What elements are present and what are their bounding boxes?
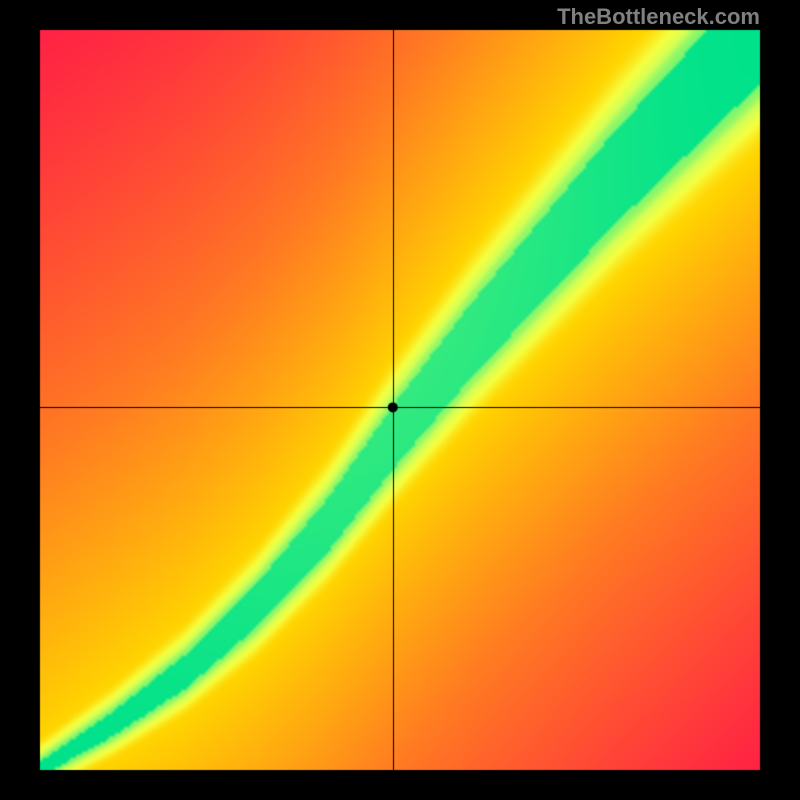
watermark-text: TheBottleneck.com bbox=[557, 4, 760, 30]
chart-container: TheBottleneck.com bbox=[0, 0, 800, 800]
bottleneck-heatmap bbox=[0, 0, 800, 800]
